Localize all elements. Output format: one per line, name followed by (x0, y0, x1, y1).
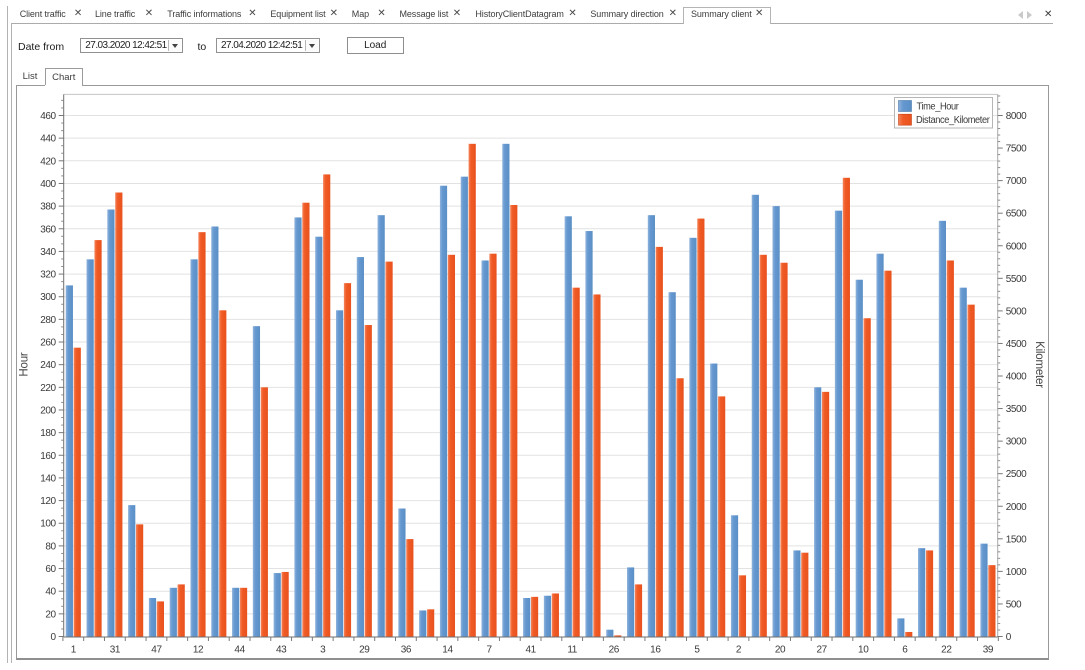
svg-text:100: 100 (40, 519, 56, 530)
svg-text:320: 320 (40, 270, 56, 281)
svg-text:360: 360 (40, 224, 56, 235)
svg-text:5000: 5000 (1006, 306, 1027, 317)
svg-text:6500: 6500 (1006, 209, 1027, 220)
svg-text:80: 80 (45, 541, 56, 552)
svg-text:44: 44 (234, 644, 245, 655)
svg-text:20: 20 (45, 609, 56, 620)
svg-text:220: 220 (40, 383, 56, 394)
svg-text:43: 43 (276, 644, 287, 655)
svg-text:460: 460 (40, 111, 56, 122)
svg-text:2000: 2000 (1006, 502, 1027, 513)
svg-text:7500: 7500 (1006, 144, 1027, 155)
svg-text:440: 440 (40, 134, 56, 145)
svg-text:160: 160 (40, 451, 56, 462)
svg-text:180: 180 (40, 428, 56, 439)
svg-text:500: 500 (1006, 599, 1022, 610)
svg-text:60: 60 (45, 564, 56, 575)
svg-text:2: 2 (736, 644, 742, 655)
svg-text:10: 10 (858, 644, 869, 655)
svg-text:280: 280 (40, 315, 56, 326)
svg-text:14: 14 (442, 644, 453, 655)
svg-text:200: 200 (40, 405, 56, 416)
svg-text:420: 420 (40, 156, 56, 167)
svg-text:380: 380 (40, 202, 56, 213)
svg-text:8000: 8000 (1006, 111, 1027, 122)
svg-text:0: 0 (51, 632, 57, 643)
svg-text:20: 20 (775, 644, 786, 655)
svg-text:6000: 6000 (1006, 241, 1027, 252)
svg-text:29: 29 (359, 644, 370, 655)
svg-text:240: 240 (40, 360, 56, 371)
svg-text:6: 6 (902, 644, 908, 655)
svg-text:16: 16 (650, 644, 661, 655)
svg-text:39: 39 (983, 644, 994, 655)
svg-text:26: 26 (609, 644, 620, 655)
svg-text:12: 12 (193, 644, 204, 655)
svg-text:36: 36 (401, 644, 412, 655)
svg-text:27: 27 (816, 644, 827, 655)
svg-text:41: 41 (525, 644, 536, 655)
svg-text:1500: 1500 (1006, 534, 1027, 545)
svg-text:400: 400 (40, 179, 56, 190)
svg-text:2500: 2500 (1006, 469, 1027, 480)
svg-text:3000: 3000 (1006, 437, 1027, 448)
svg-text:5500: 5500 (1006, 274, 1027, 285)
svg-text:22: 22 (941, 644, 952, 655)
svg-text:1000: 1000 (1006, 567, 1027, 578)
svg-text:7: 7 (486, 644, 492, 655)
svg-text:7000: 7000 (1006, 176, 1027, 187)
svg-text:120: 120 (40, 496, 56, 507)
svg-text:340: 340 (40, 247, 56, 258)
svg-text:Kilometer: Kilometer (1033, 341, 1045, 388)
svg-text:47: 47 (151, 644, 162, 655)
svg-text:260: 260 (40, 338, 56, 349)
svg-text:3500: 3500 (1006, 404, 1027, 415)
svg-text:Time_Hour: Time_Hour (917, 102, 960, 113)
svg-text:4500: 4500 (1006, 339, 1027, 350)
svg-text:31: 31 (110, 644, 121, 655)
svg-text:5: 5 (694, 644, 700, 655)
svg-text:140: 140 (40, 473, 56, 484)
svg-text:3: 3 (320, 644, 326, 655)
svg-text:40: 40 (45, 587, 56, 598)
svg-text:300: 300 (40, 292, 56, 303)
svg-text:0: 0 (1006, 632, 1012, 643)
svg-text:Distance_Kilometer: Distance_Kilometer (916, 115, 990, 126)
svg-text:Hour: Hour (19, 352, 31, 376)
svg-text:11: 11 (567, 644, 577, 655)
svg-text:4000: 4000 (1006, 372, 1027, 383)
svg-text:1: 1 (71, 644, 77, 655)
